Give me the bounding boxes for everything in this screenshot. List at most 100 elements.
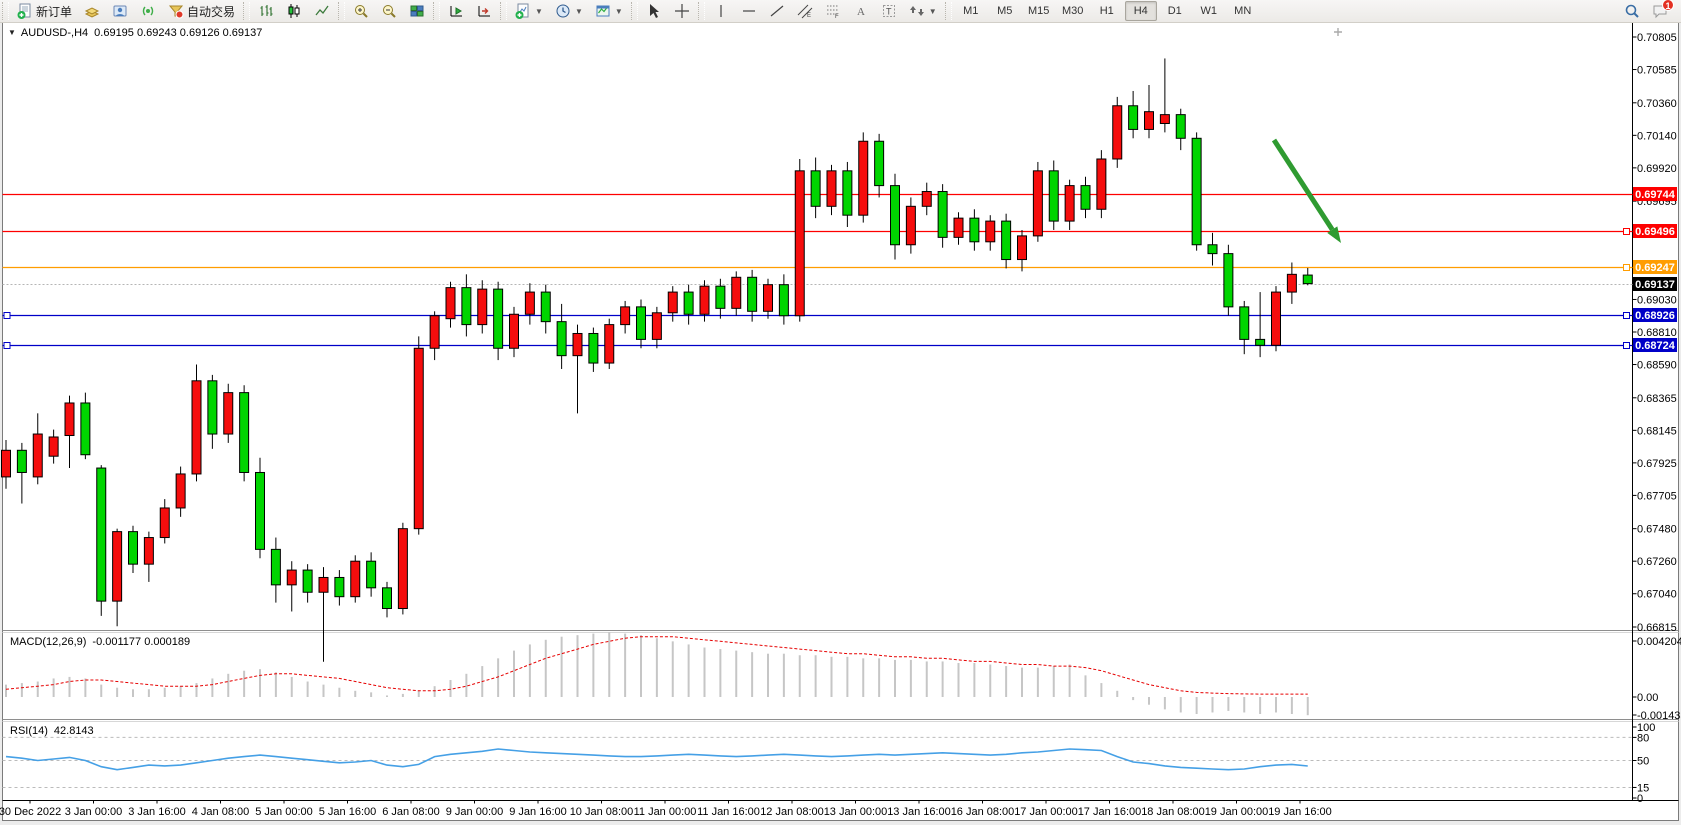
timeframe-button-w1[interactable]: W1 [1200,5,1217,17]
candle-body [461,287,472,326]
equidistant-channel-button[interactable]: E [792,0,818,22]
price-tick-label: 0.68365 [1637,393,1677,405]
search-button[interactable] [1619,0,1645,22]
svg-text:A: A [857,6,865,18]
candle-body [524,291,535,315]
arrow-head[interactable] [1327,226,1341,243]
candle-body [667,291,678,314]
cursor-icon [646,3,662,19]
toolbar-separator [697,2,705,20]
new-order-button[interactable]: 新订单 [12,0,77,22]
text-label-button[interactable]: T [876,0,902,22]
arrow-shaft[interactable] [1271,138,1335,231]
auto-scroll-button[interactable] [443,0,469,22]
macd-name: MACD(12,26,9) [10,636,87,648]
candle-body [445,287,456,320]
candle-body [366,560,377,589]
candle-body [588,332,599,364]
chat-bubble-icon: 1 [1652,0,1674,19]
notification-badge: 1 [1662,0,1674,11]
tile-windows-button[interactable] [404,0,430,22]
timeframe-button-m15[interactable]: M15 [1028,5,1050,17]
candle-body [80,402,91,456]
timeframe-button-mn[interactable]: MN [1234,5,1252,17]
price-label-box [1633,260,1677,274]
timeframe-button-h4[interactable]: H4 [1124,1,1157,21]
periods-button[interactable]: ▼ [550,0,588,22]
candle-body [509,313,519,349]
autotrade-button[interactable]: 自动交易 [163,0,240,22]
chart-symbol-period: AUDUSD-,H4 [20,27,89,39]
toolbar-separator [944,2,952,20]
time-axis-label: 5 Jan 16:00 [319,806,377,818]
timeframe-button-d1[interactable]: D1 [1167,5,1182,17]
timeframe-button-m30[interactable]: M30 [1062,5,1084,17]
one-click-trading-toggle[interactable]: ▼ [8,28,16,37]
crosshair-button[interactable] [669,0,695,22]
bar-chart-button[interactable] [253,0,279,22]
candle-body [318,576,329,593]
candle-body [16,449,27,473]
candle-body [1112,105,1123,160]
zoom-out-icon [381,3,397,19]
candle-body [1175,114,1186,139]
price-tick-label: 0.67260 [1637,556,1677,568]
candle-body [1239,306,1250,340]
text-button[interactable]: A [848,0,874,22]
templates-button[interactable]: ▼ [590,0,628,22]
hline-handle[interactable] [1623,342,1630,349]
candle-body [191,380,202,475]
rsi-axis-label: 100 [1637,722,1655,734]
hline-handle[interactable] [1623,312,1630,319]
timeframe-button-h1[interactable]: H1 [1099,5,1114,17]
candle-body [334,576,345,598]
new-order-label: 新订单 [36,4,73,19]
hline-handle[interactable] [3,342,11,349]
candle-body [429,315,440,349]
price-tick-label: 0.68590 [1637,360,1677,372]
market-watch-button[interactable] [107,0,133,22]
macd-indicator-label: MACD(12,26,9) -0.001177 0.000189 [10,636,190,648]
timeframe-button-m1[interactable]: M1 [963,5,979,17]
chart-shift-icon [476,3,492,19]
candlestick-chart-button[interactable] [281,0,307,22]
chart-profiles-button[interactable] [79,0,105,22]
rsi-axis-label: 80 [1637,732,1649,744]
chart-title: ▼ AUDUSD-,H4 0.69195 0.69243 0.69126 0.691… [8,27,262,39]
time-axis-label: 3 Jan 00:00 [65,806,123,818]
candle-body [382,587,392,610]
price-axis: 0.708050.705850.703600.701400.699200.696… [1632,32,1677,634]
candle-body [572,332,583,357]
hline-handle[interactable] [1623,228,1630,235]
trendline-button[interactable] [764,0,790,22]
hline-handle[interactable] [3,312,11,319]
vertical-line-button[interactable] [708,0,734,22]
candle-body [1223,253,1234,308]
hline-handle[interactable] [1623,264,1630,271]
candles [1,58,1313,662]
price-tick-label: 0.67925 [1637,458,1677,470]
candle-body [604,324,615,364]
signals-button[interactable] [135,0,161,22]
toolbar-separator [433,2,441,20]
timeframe-button-m5[interactable]: M5 [997,5,1013,17]
cursor-button[interactable] [641,0,667,22]
candle-body [715,285,726,309]
arrows-button[interactable]: ▼ [904,0,942,22]
time-axis-label: 11 Jan 16:00 [697,806,760,818]
line-chart-button[interactable] [309,0,335,22]
notifications-button[interactable]: 1 [1647,0,1674,22]
price-label-boxes: 0.69744 0.69496 0.69247 0.68926 0.68724 0.691… [1633,187,1677,352]
candle-body [1080,185,1091,210]
indicators-button[interactable]: ▼ [510,0,548,22]
fibonacci-button[interactable]: F [820,0,846,22]
time-axis-label: 30 Dec 2022 [0,806,61,818]
toolbar-separator [630,2,638,20]
horizontal-line-button[interactable] [736,0,762,22]
zoom-out-button[interactable] [376,0,402,22]
zoom-in-button[interactable] [348,0,374,22]
arrow-annotation[interactable] [1271,138,1341,243]
chart-shift-button[interactable] [471,0,497,22]
